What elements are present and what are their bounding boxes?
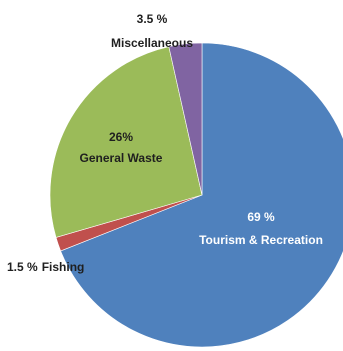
- label-miscellaneous-name: Miscellaneous: [111, 36, 193, 50]
- slice-miscellaneous: [168, 42, 203, 196]
- slice-tourism-recreation: [60, 42, 343, 348]
- slice-general-waste: [49, 46, 203, 238]
- label-fishing: 1.5 % Fishing: [7, 260, 84, 274]
- pie-slices: [49, 42, 343, 348]
- label-fishing-value: 1.5 %: [7, 260, 38, 274]
- label-general-waste-name: General Waste: [80, 151, 163, 165]
- label-tourism-name: Tourism & Recreation: [199, 233, 323, 247]
- label-general-waste-value: 26%: [109, 130, 133, 144]
- label-miscellaneous-value: 3.5 %: [137, 12, 168, 26]
- label-fishing-name: Fishing: [42, 260, 85, 274]
- label-tourism-value: 69 %: [247, 210, 275, 224]
